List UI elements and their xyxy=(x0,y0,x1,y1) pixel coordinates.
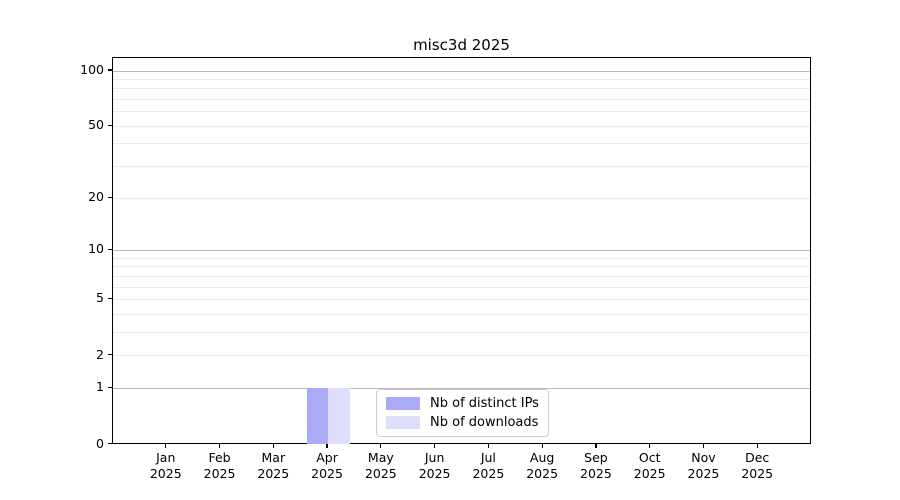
legend-label: Nb of distinct IPs xyxy=(430,396,539,411)
x-tick-month: Aug xyxy=(529,449,555,465)
y-tick-label: 100 xyxy=(80,62,104,77)
gridline-minor xyxy=(113,88,810,90)
x-tick-label: Jan 2025 xyxy=(136,450,196,482)
legend-swatch xyxy=(386,397,420,410)
x-tick-label: Jul 2025 xyxy=(458,450,518,482)
bar-nb-of-downloads xyxy=(328,388,350,445)
gridline-minor xyxy=(113,78,810,80)
x-tick-mark xyxy=(487,443,489,448)
x-tick-month: Mar xyxy=(261,449,286,465)
x-tick-label: Mar 2025 xyxy=(243,450,303,482)
x-tick-month: Dec xyxy=(745,449,770,465)
x-tick-label: Nov 2025 xyxy=(673,450,733,482)
x-tick-year: 2025 xyxy=(203,465,236,481)
gridline-minor xyxy=(113,266,810,268)
x-tick-mark xyxy=(756,443,758,448)
x-tick-mark xyxy=(595,443,597,448)
x-tick-label: Sep 2025 xyxy=(566,450,626,482)
x-tick-year: 2025 xyxy=(580,465,612,481)
gridline-minor xyxy=(113,166,810,168)
gridline-minor xyxy=(113,197,810,199)
x-tick-year: 2025 xyxy=(149,465,182,481)
legend-entry: Nb of distinct IPs xyxy=(386,396,539,411)
y-tick-label: 20 xyxy=(88,189,104,205)
x-tick-mark xyxy=(165,443,167,448)
y-tick-label: 1 xyxy=(96,379,104,395)
gridline-minor xyxy=(113,355,810,357)
legend: Nb of distinct IPs Nb of downloads xyxy=(376,389,549,437)
gridline-major xyxy=(113,70,810,72)
gridline-major xyxy=(113,249,810,251)
gridline-minor xyxy=(113,143,810,145)
y-tick-mark xyxy=(108,248,112,251)
y-tick-label: 50 xyxy=(88,117,104,133)
x-tick-month: Sep xyxy=(584,449,608,465)
gridline-major xyxy=(113,387,810,389)
plot-area: Nb of distinct IPs Nb of downloads xyxy=(112,57,811,445)
x-tick-label: Jun 2025 xyxy=(405,450,465,482)
x-tick-label: Aug 2025 xyxy=(512,450,572,482)
y-tick-label: 0 xyxy=(96,435,104,451)
x-tick-month: Apr xyxy=(316,449,338,465)
gridline-minor xyxy=(113,111,810,113)
x-tick-label: Dec 2025 xyxy=(727,450,787,482)
gridline-minor xyxy=(113,99,810,101)
x-tick-mark xyxy=(649,443,651,448)
x-tick-year: 2025 xyxy=(741,465,774,481)
x-tick-year: 2025 xyxy=(526,465,559,481)
x-tick-month: Jul xyxy=(480,449,496,465)
gridline-minor xyxy=(113,125,810,127)
gridline-minor xyxy=(113,313,810,315)
x-tick-mark xyxy=(702,443,705,448)
y-tick-label: 10 xyxy=(88,241,104,257)
x-tick-label: May 2025 xyxy=(351,450,411,482)
x-tick-label: Oct 2025 xyxy=(620,450,680,482)
gridline-minor xyxy=(113,257,810,259)
y-tick-mark xyxy=(108,196,112,198)
x-tick-month: Jun xyxy=(424,449,445,465)
x-tick-mark xyxy=(218,443,221,448)
bar-nb-of-distinct-ips xyxy=(306,388,329,445)
x-tick-year: 2025 xyxy=(472,465,505,481)
x-tick-year: 2025 xyxy=(418,465,451,481)
x-tick-year: 2025 xyxy=(364,465,397,481)
legend-label: Nb of downloads xyxy=(430,415,539,430)
gridline-minor xyxy=(113,331,810,333)
x-tick-label: Feb 2025 xyxy=(190,450,250,482)
y-tick-mark xyxy=(108,69,112,71)
y-tick-label: 2 xyxy=(96,346,104,362)
x-tick-mark xyxy=(272,443,274,448)
x-tick-mark xyxy=(541,443,543,448)
x-tick-mark xyxy=(326,443,328,448)
x-tick-mark xyxy=(380,443,382,448)
x-tick-month: May xyxy=(367,449,394,465)
y-tick-mark xyxy=(108,386,112,388)
y-tick-label: 5 xyxy=(96,290,104,306)
y-tick-mark xyxy=(108,353,112,356)
gridline-minor xyxy=(113,298,810,300)
gridline-minor xyxy=(113,286,810,288)
y-tick-mark xyxy=(108,442,112,445)
legend-swatch xyxy=(386,416,420,429)
x-tick-month: Nov xyxy=(691,449,716,465)
gridline-minor xyxy=(113,275,810,277)
x-tick-month: Jan xyxy=(156,449,176,465)
x-tick-month: Feb xyxy=(208,449,231,465)
x-tick-year: 2025 xyxy=(311,465,343,481)
y-tick-mark xyxy=(108,124,112,126)
y-tick-mark xyxy=(108,297,112,300)
x-tick-label: Apr 2025 xyxy=(297,450,357,482)
legend-entry: Nb of downloads xyxy=(386,415,539,430)
chart-title: misc3d 2025 xyxy=(413,36,510,54)
x-tick-mark xyxy=(434,443,436,448)
x-tick-year: 2025 xyxy=(633,465,666,481)
x-tick-year: 2025 xyxy=(687,465,720,481)
x-tick-month: Oct xyxy=(638,449,661,465)
x-tick-year: 2025 xyxy=(257,465,290,481)
